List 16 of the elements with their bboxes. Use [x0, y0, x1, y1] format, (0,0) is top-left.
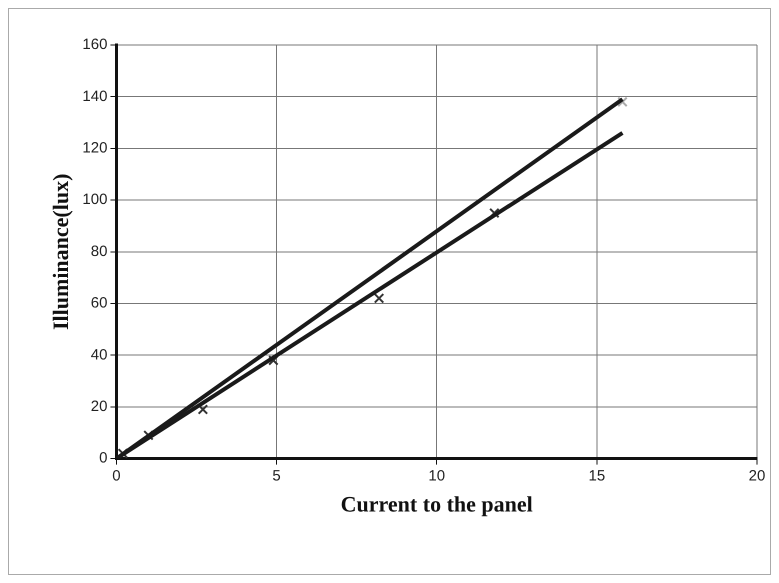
y-tick-label: 120 — [82, 140, 108, 157]
x-tick-label: 20 — [748, 468, 766, 485]
x-tick-label: 10 — [428, 468, 446, 485]
y-axis-title: Illuminance(lux) — [48, 174, 73, 330]
y-tick-label: 80 — [90, 242, 108, 260]
y-tick-label: 60 — [90, 294, 108, 312]
x-axis-title: Current to the panel — [340, 491, 533, 516]
y-tick-label: 100 — [82, 191, 108, 208]
x-tick-label: 15 — [588, 468, 606, 485]
x-tick-label: 0 — [112, 468, 121, 485]
y-tick-label: 140 — [82, 88, 108, 105]
x-tick-label: 5 — [272, 468, 281, 485]
y-tick-label: 40 — [90, 346, 108, 364]
y-tick-label: 0 — [99, 450, 108, 467]
y-tick-label: 160 — [82, 36, 108, 54]
y-tick-label: 20 — [90, 398, 108, 416]
